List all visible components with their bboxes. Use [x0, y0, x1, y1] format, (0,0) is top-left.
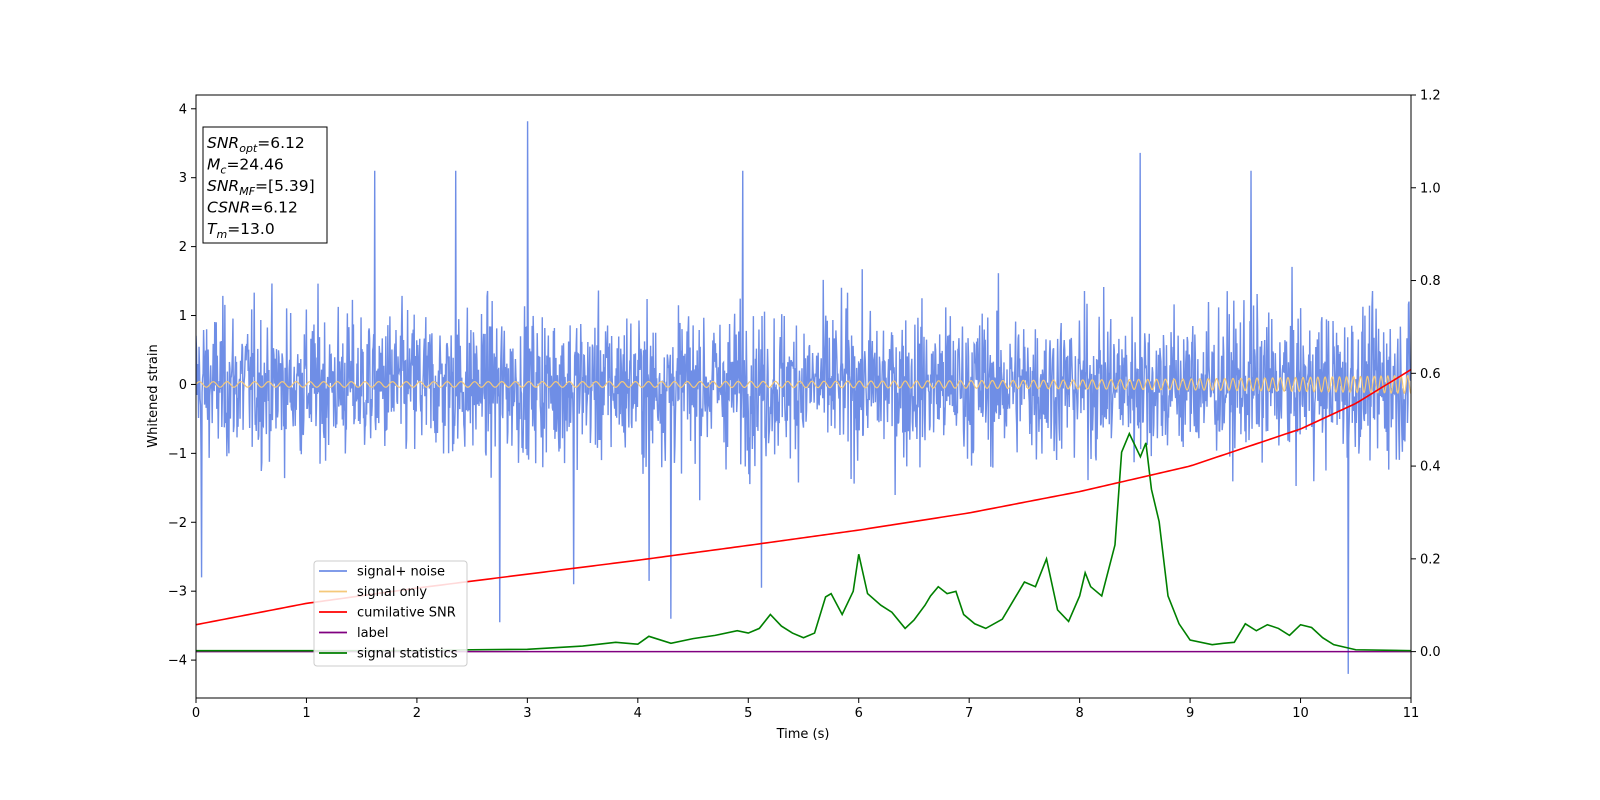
x-tick-label: 9 [1186, 706, 1194, 721]
annotation-line: SNRMF=[5.39] [207, 177, 315, 198]
y-right-tick-label: 0.4 [1420, 460, 1441, 475]
y-right-tick-label: 0.0 [1420, 645, 1441, 660]
x-tick-label: 5 [744, 706, 752, 721]
annotation-line: SNRopt=6.12 [207, 134, 305, 155]
annotation-line: Mc=24.46 [207, 156, 284, 177]
x-tick-label: 3 [523, 706, 531, 721]
x-tick-label: 6 [855, 706, 863, 721]
annotation-line: CSNR=6.12 [207, 199, 298, 217]
legend-label: signal statistics [357, 647, 458, 662]
x-tick-label: 0 [192, 706, 200, 721]
y-left-tick-label: 2 [179, 240, 187, 255]
series-signal-statistics [196, 431, 1411, 652]
legend-label: signal only [357, 585, 427, 600]
y-left-tick-label: 4 [179, 102, 187, 117]
legend: signal+ noise signal only cumilative SNR la… [313, 560, 468, 667]
y-right-tick-label: 1.2 [1420, 89, 1441, 104]
legend-label: cumilative SNR [357, 606, 456, 621]
y-right-tick-label: 0.6 [1420, 367, 1441, 382]
x-tick-label: 11 [1403, 706, 1420, 721]
y-left-tick-label: 3 [179, 171, 187, 186]
legend-frame [313, 560, 468, 667]
plot-frame [195, 94, 1412, 699]
series-signal-noise [196, 121, 1411, 674]
x-axis-label: Time (s) [776, 727, 830, 742]
y-left-tick-label: 0 [179, 378, 187, 393]
annotation-box: SNRopt=6.12Mc=24.46SNRMF=[5.39]CSNR=6.12… [202, 126, 328, 244]
series-signal-only [196, 374, 1411, 395]
y-right-tick-label: 0.2 [1420, 552, 1441, 567]
annotation-frame [202, 126, 328, 244]
y-left-tick-label: 1 [179, 309, 187, 324]
y-axis-label: Whitened strain [146, 344, 161, 447]
x-tick-label: 1 [302, 706, 310, 721]
y-left-tick-label: −2 [168, 516, 187, 531]
y-left-tick-label: −1 [168, 447, 187, 462]
legend-label: signal+ noise [357, 565, 445, 580]
x-tick-label: 8 [1075, 706, 1083, 721]
x-tick-label: 7 [965, 706, 973, 721]
axes-layer: 0 1 2 3 4 5 6 7 8 9 10 11 −4 −3 −2 −1 0 1 2 3 4 0.0 0.2 0.4 0.6 0… [168, 89, 1441, 722]
y-right-tick-label: 0.8 [1420, 274, 1441, 289]
x-tick-label: 2 [413, 706, 421, 721]
y-left-tick-label: −4 [168, 654, 187, 669]
annotation-line: Tm=13.0 [207, 220, 275, 241]
y-right-tick-label: 1.0 [1420, 181, 1441, 196]
x-tick-label: 10 [1292, 706, 1309, 721]
y-left-tick-label: −3 [168, 585, 187, 600]
legend-label: label [357, 626, 388, 641]
x-tick-label: 4 [634, 706, 642, 721]
